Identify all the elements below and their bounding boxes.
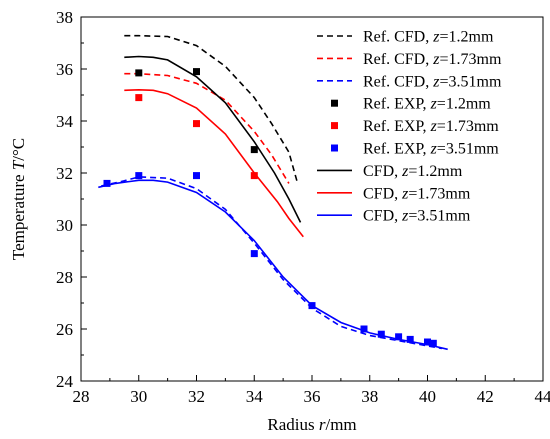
- legend-label-4: Ref. EXP, z=1.73mm: [363, 118, 499, 135]
- legend-swatch-5: [331, 144, 338, 152]
- x-tick-label-0: 28: [73, 387, 90, 406]
- data-point-5-6: [377, 330, 385, 338]
- data-point-5-3: [250, 250, 258, 258]
- series-line-7: [124, 88, 304, 238]
- x-tick-label-5: 38: [361, 387, 378, 406]
- legend-swatch-3: [331, 99, 338, 107]
- series-line-8: [98, 179, 448, 351]
- legend-label-5: Ref. EXP, z=3.51mm: [363, 141, 499, 158]
- series-line-2: [101, 176, 443, 350]
- legend-swatch-4: [331, 122, 338, 130]
- data-point-3-2: [250, 146, 258, 154]
- x-tick-label-3: 34: [246, 387, 264, 406]
- y-tick-label-4: 32: [56, 164, 73, 183]
- legend: Ref. CFD, z=1.2mm Ref. CFD, z=1.73mm Ref. …: [317, 29, 502, 225]
- y-tick-label-6: 36: [56, 60, 73, 79]
- x-tick-label-4: 36: [304, 387, 321, 406]
- data-point-5-2: [193, 172, 200, 180]
- data-point-5-9: [424, 338, 431, 346]
- legend-label-8: CFD, z=3.51mm: [363, 208, 471, 225]
- x-tick-label-6: 40: [419, 387, 436, 406]
- plot-frame: [80, 16, 544, 382]
- data-point-5-8: [406, 335, 414, 343]
- x-axis-label: Radius r/mm: [267, 415, 356, 434]
- legend-label-3: Ref. EXP, z=1.2mm: [363, 96, 491, 113]
- data-point-5-5: [360, 325, 368, 333]
- x-tick-label-7: 42: [477, 387, 494, 406]
- y-tick-label-0: 24: [56, 372, 74, 391]
- data-point-5-0: [103, 179, 111, 187]
- data-point-4-0: [135, 94, 143, 102]
- y-tick-label-3: 30: [56, 216, 73, 235]
- y-axis-label: Temperature T/°C: [9, 138, 28, 260]
- legend-label-7: CFD, z=1.73mm: [363, 185, 471, 202]
- legend-label-0: Ref. CFD, z=1.2mm: [363, 29, 494, 46]
- y-tick-label-5: 34: [56, 112, 74, 131]
- data-point-3-0: [135, 69, 143, 77]
- legend-label-1: Ref. CFD, z=1.73mm: [363, 51, 502, 68]
- plot-area: [98, 34, 448, 351]
- legend-label-6: CFD, z=1.2mm: [363, 163, 463, 180]
- y-tick-label-1: 26: [56, 320, 73, 339]
- x-tick-label-1: 30: [130, 387, 147, 406]
- series-line-0: [124, 34, 299, 184]
- data-point-4-1: [193, 120, 200, 128]
- axes: 28 30 32 34 36 38 40 42 44 24 26 28 30 32 34 36 38: [56, 8, 550, 406]
- data-point-5-7: [395, 333, 403, 341]
- data-point-4-2: [250, 172, 258, 180]
- data-point-5-10: [429, 339, 437, 347]
- data-point-3-1: [193, 68, 200, 76]
- y-tick-label-2: 28: [56, 268, 73, 287]
- y-tick-label-7: 38: [56, 8, 73, 27]
- x-tick-label-2: 32: [188, 387, 205, 406]
- data-point-5-1: [135, 172, 143, 180]
- x-tick-label-8: 44: [535, 387, 550, 406]
- series-line-1: [124, 72, 290, 184]
- series-line-6: [124, 55, 302, 223]
- legend-label-2: Ref. CFD, z=3.51mm: [363, 73, 502, 90]
